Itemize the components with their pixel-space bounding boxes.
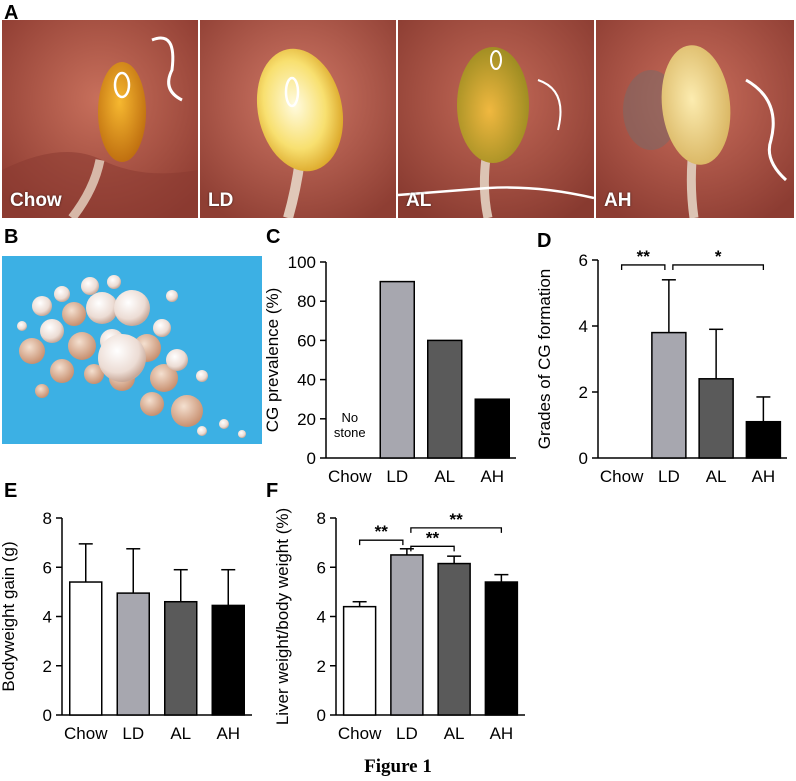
y-tick-label: 80	[297, 292, 316, 311]
y-tick-label: 60	[297, 331, 316, 350]
significance-label: **	[637, 247, 651, 266]
significance-bracket	[410, 545, 455, 552]
panel-letter-f: F	[266, 480, 279, 502]
x-tick-label: AL	[706, 467, 727, 486]
gallbladder-photo-ah-image	[596, 20, 794, 218]
bar-ah	[474, 398, 510, 459]
y-tick-label: 100	[288, 253, 316, 272]
y-tick-label: 0	[579, 449, 588, 468]
gallbladder-photo-al-image	[398, 20, 594, 218]
gallbladder-photo-chow: Chow	[2, 20, 198, 218]
y-tick-label: 0	[43, 706, 52, 725]
gallbladder-photo-ld-image	[200, 20, 396, 218]
gallbladder-photo-ld: LD	[200, 20, 396, 218]
x-tick-label: Chow	[64, 724, 108, 743]
figure-caption: Figure 1	[364, 756, 432, 777]
x-tick-label: AH	[216, 724, 240, 743]
y-tick-label: 2	[579, 383, 588, 402]
x-tick-label: LD	[396, 724, 418, 743]
annotation-no-stone: stone	[334, 425, 366, 440]
x-tick-label: AH	[752, 467, 776, 486]
bar-ah	[211, 604, 245, 716]
photo-label-chow: Chow	[10, 190, 62, 211]
bar-chow	[69, 581, 103, 716]
bar-al	[164, 600, 198, 716]
y-tick-label: 6	[43, 558, 52, 577]
y-axis-label: CG prevalence (%)	[263, 288, 282, 433]
y-axis-label: Grades of CG formation	[535, 269, 554, 449]
significance-bracket	[358, 539, 404, 546]
y-axis-label: Liver weight/body weight (%)	[273, 508, 292, 725]
y-tick-label: 4	[579, 317, 588, 336]
chart-f: 0 2 4 6 8 Liver weight/body weight (%) Chow LD A…	[273, 508, 525, 743]
bar-al	[427, 339, 463, 459]
gallbladder-photo-chow-image	[2, 20, 198, 218]
x-tick-label: Chow	[600, 467, 644, 486]
gallstones-photo	[2, 256, 262, 444]
bar-ah	[745, 420, 782, 459]
x-tick-label: LD	[122, 724, 144, 743]
x-tick-label: AL	[170, 724, 191, 743]
y-tick-label: 4	[43, 608, 52, 627]
y-tick-label: 8	[317, 509, 326, 528]
x-tick-label: Chow	[328, 467, 372, 486]
x-tick-label: LD	[658, 467, 680, 486]
bar-ld	[116, 592, 150, 716]
y-tick-label: 6	[317, 558, 326, 577]
significance-label: **	[426, 528, 440, 547]
panel-letter-c: C	[266, 226, 281, 248]
chart-e: 0 2 4 6 8 Bodyweight gain (g) Chow LD AL AH	[0, 509, 252, 743]
chart-c: 0 20 40 60 80 100 CG prevalence (%) Chow LD AL AH N…	[263, 253, 516, 486]
bar-ah	[484, 581, 519, 716]
y-tick-label: 6	[579, 251, 588, 270]
significance-label: **	[375, 522, 389, 541]
y-tick-label: 2	[317, 657, 326, 676]
panel-letter-a: A	[4, 2, 19, 24]
bar-al	[698, 378, 734, 459]
significance-label: *	[715, 247, 722, 266]
x-tick-label: Chow	[338, 724, 382, 743]
y-tick-label: 20	[297, 410, 316, 429]
significance-bracket	[620, 264, 666, 270]
gallbladder-photo-ah: AH	[596, 20, 794, 218]
photo-label-al: AL	[406, 190, 432, 211]
y-tick-label: 0	[307, 449, 316, 468]
panel-letter-e: E	[4, 480, 18, 502]
x-tick-label: AH	[480, 467, 504, 486]
significance-bracket	[410, 527, 503, 533]
y-tick-label: 0	[317, 706, 326, 725]
panel-letter-d: D	[537, 230, 552, 252]
bar-al	[437, 562, 471, 716]
annotation-no-stone: No	[341, 410, 358, 425]
panel-letter-b: B	[4, 226, 19, 248]
x-tick-label: LD	[386, 467, 408, 486]
y-tick-label: 40	[297, 371, 316, 390]
bar-ld	[390, 554, 424, 716]
x-tick-label: AL	[444, 724, 465, 743]
bar-ld	[651, 331, 687, 459]
x-tick-label: AL	[434, 467, 455, 486]
y-tick-label: 8	[43, 509, 52, 528]
significance-bracket	[672, 264, 765, 270]
photo-label-ah: AH	[604, 190, 632, 211]
y-tick-label: 4	[317, 608, 326, 627]
bar-ld	[379, 280, 415, 459]
y-axis-label: Bodyweight gain (g)	[0, 541, 18, 691]
gallstones-photo-image	[2, 256, 262, 444]
y-tick-label: 2	[43, 657, 52, 676]
gallbladder-photo-al: AL	[398, 20, 594, 218]
significance-label: **	[450, 510, 464, 529]
photo-label-ld: LD	[208, 190, 234, 211]
bar-chow	[342, 605, 377, 716]
x-tick-label: AH	[490, 724, 514, 743]
